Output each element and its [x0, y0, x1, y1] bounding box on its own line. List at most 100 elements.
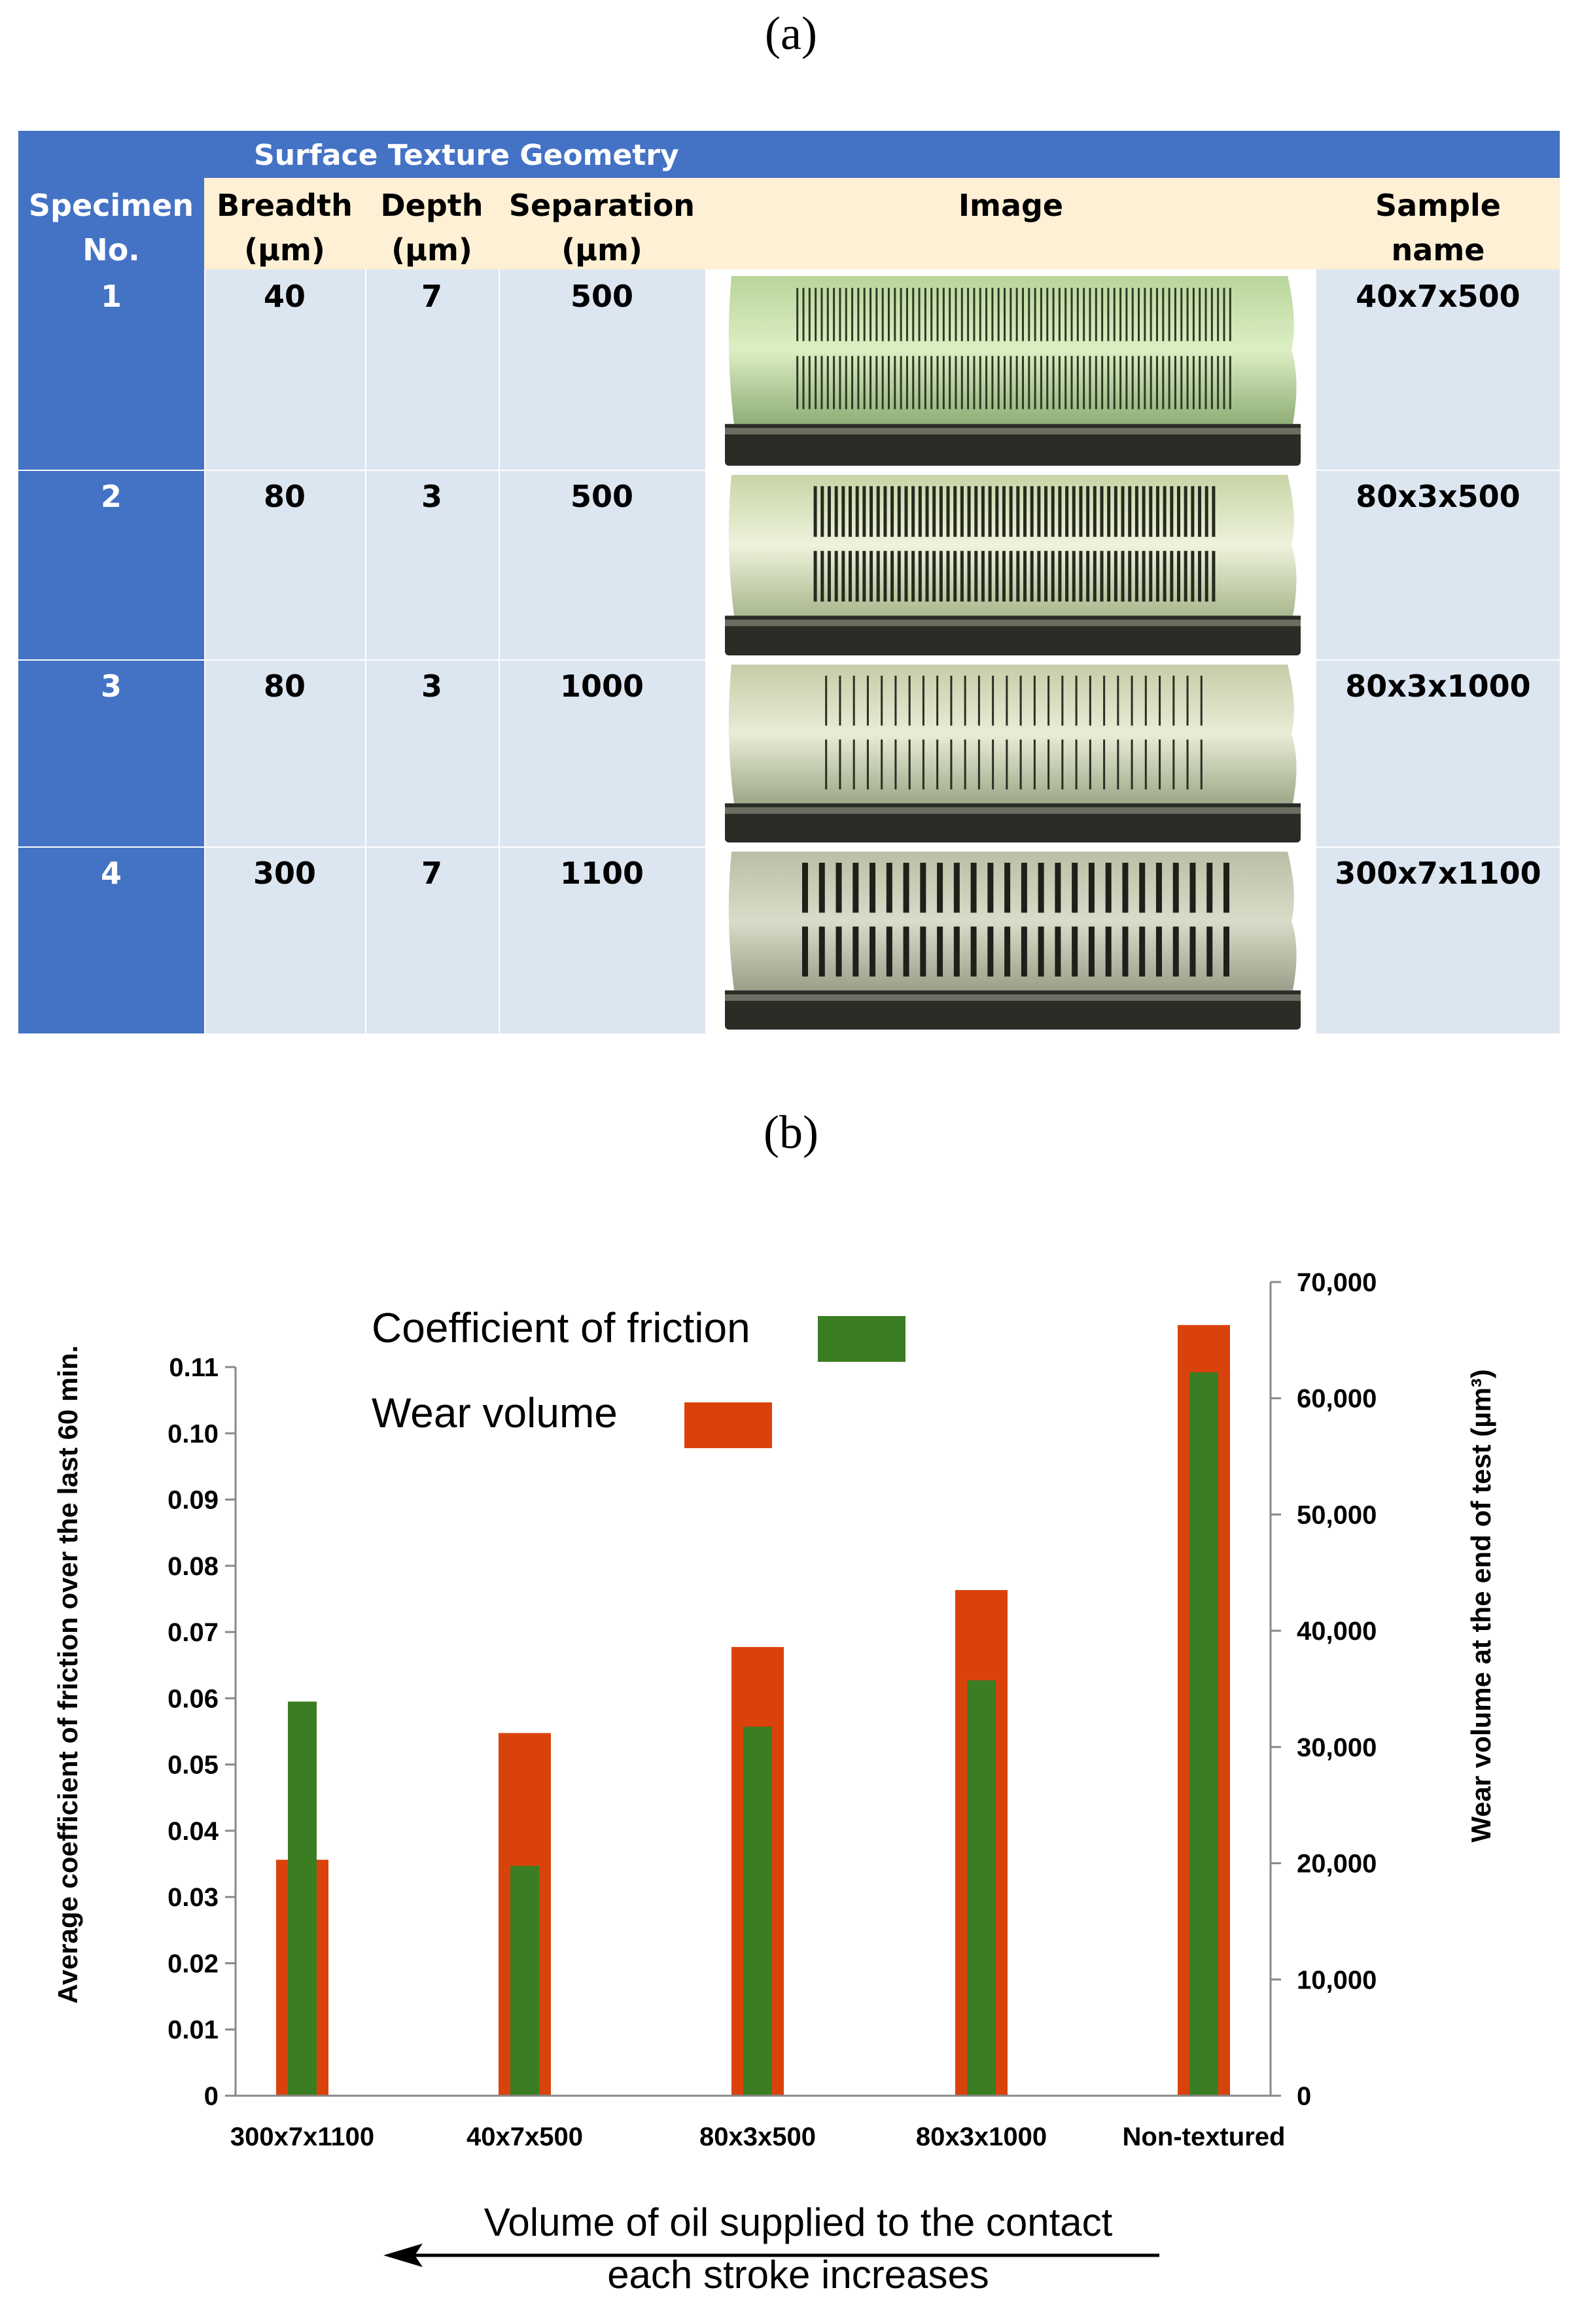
groove: [964, 739, 966, 789]
groove: [1121, 486, 1125, 537]
groove: [1006, 675, 1008, 726]
groove: [1139, 926, 1146, 977]
groove: [967, 486, 971, 537]
groove: [820, 356, 823, 409]
groove: [1038, 926, 1044, 977]
groove: [841, 486, 845, 537]
groove: [1034, 288, 1036, 341]
table-title-bar: Surface Texture Geometry: [18, 131, 1560, 178]
groove: [1131, 675, 1133, 726]
groove: [1037, 486, 1041, 537]
groove: [839, 739, 841, 789]
groove: [973, 288, 976, 341]
groove: [1052, 288, 1055, 341]
groove: [1004, 356, 1006, 409]
groove: [1155, 926, 1162, 977]
groove: [881, 288, 884, 341]
groove: [1072, 862, 1078, 913]
groove: [997, 288, 1000, 341]
groove: [992, 675, 994, 726]
depth-1: 7: [365, 269, 499, 470]
sample-name-1: 40x7x500: [1316, 269, 1560, 470]
groove: [808, 288, 811, 341]
groove: [1105, 926, 1112, 977]
groove: [1131, 288, 1134, 341]
groove: [987, 926, 994, 977]
groove: [1113, 288, 1116, 341]
groove: [1058, 288, 1061, 341]
groove: [1051, 551, 1055, 602]
groove: [1155, 862, 1162, 913]
groove: [890, 551, 894, 602]
groove: [1128, 486, 1132, 537]
panel-label-b: (b): [764, 1106, 818, 1158]
grid-line: [204, 269, 205, 1033]
groove: [1058, 356, 1061, 409]
right-axis: 0 10,000 20,000 30,000 40,000 50,000 60,000 70,…: [1269, 1268, 1377, 2111]
groove: [1184, 551, 1187, 602]
left-tick-label: 0.07: [167, 1618, 219, 1647]
chart-canvas: 0 0.01 0.02 0.03 0.04 0.05 0.06 0.07 0.08 0.09 0.1…: [52, 1268, 1496, 2297]
groove: [1061, 675, 1064, 726]
groove: [967, 551, 971, 602]
groove: [1134, 551, 1138, 602]
left-axis-title: Average coefficient of friction over the…: [52, 1345, 83, 2004]
right-tick-label: 40,000: [1297, 1617, 1377, 1646]
groove: [853, 926, 859, 977]
friction-wear-chart: 0 0.01 0.02 0.03 0.04 0.05 0.06 0.07 0.08 0.09 0.1…: [0, 1217, 1582, 2324]
friction-bar: [288, 1701, 317, 2096]
separation-1: 500: [499, 269, 705, 470]
groove: [1159, 739, 1161, 789]
groove: [977, 739, 980, 789]
groove: [1204, 551, 1208, 602]
groove: [839, 288, 841, 341]
groove: [905, 288, 908, 341]
groove: [1028, 356, 1030, 409]
groove: [1170, 486, 1174, 537]
groove: [920, 926, 926, 977]
groove: [1004, 862, 1011, 913]
groove: [881, 675, 883, 726]
legend-swatch-friction: [818, 1316, 905, 1362]
groove: [1200, 739, 1203, 789]
specimen-edge-highlight: [725, 994, 1301, 1001]
groove: [1030, 486, 1034, 537]
breadth-1: 40: [204, 269, 365, 470]
groove: [953, 926, 960, 977]
left-axis: 0 0.01 0.02 0.03 0.04 0.05 0.06 0.07 0.08 0.09 0.1…: [167, 1353, 1271, 2111]
groove: [802, 926, 808, 977]
groove: [886, 862, 892, 913]
groove: [827, 486, 831, 537]
groove: [1191, 486, 1195, 537]
groove: [970, 926, 977, 977]
groove: [1044, 486, 1048, 537]
groove: [973, 356, 976, 409]
groove: [953, 551, 957, 602]
specimen-photo-2: [725, 475, 1301, 655]
groove: [827, 551, 831, 602]
groove: [1010, 356, 1012, 409]
groove: [1119, 288, 1122, 341]
depth-4: 7: [365, 846, 499, 1033]
right-tick-label: 20,000: [1297, 1850, 1377, 1879]
groove: [1038, 862, 1044, 913]
groove: [855, 551, 859, 602]
legend-label-wear: Wear volume: [372, 1389, 618, 1436]
groove: [904, 551, 908, 602]
groove: [855, 486, 859, 537]
table-title: Surface Texture Geometry: [254, 139, 679, 172]
groove: [1055, 862, 1061, 913]
groove: [1119, 356, 1122, 409]
groove: [1204, 486, 1208, 537]
groove: [1170, 551, 1174, 602]
groove: [1023, 551, 1027, 602]
depth-3: 3: [365, 659, 499, 846]
groove: [946, 551, 950, 602]
groove: [849, 551, 853, 602]
arrow-left-icon: [383, 2244, 423, 2267]
specimen-edge-highlight: [725, 807, 1301, 814]
groove: [834, 486, 838, 537]
groove: [1223, 862, 1229, 913]
groove: [1174, 288, 1176, 341]
groove: [887, 356, 890, 409]
